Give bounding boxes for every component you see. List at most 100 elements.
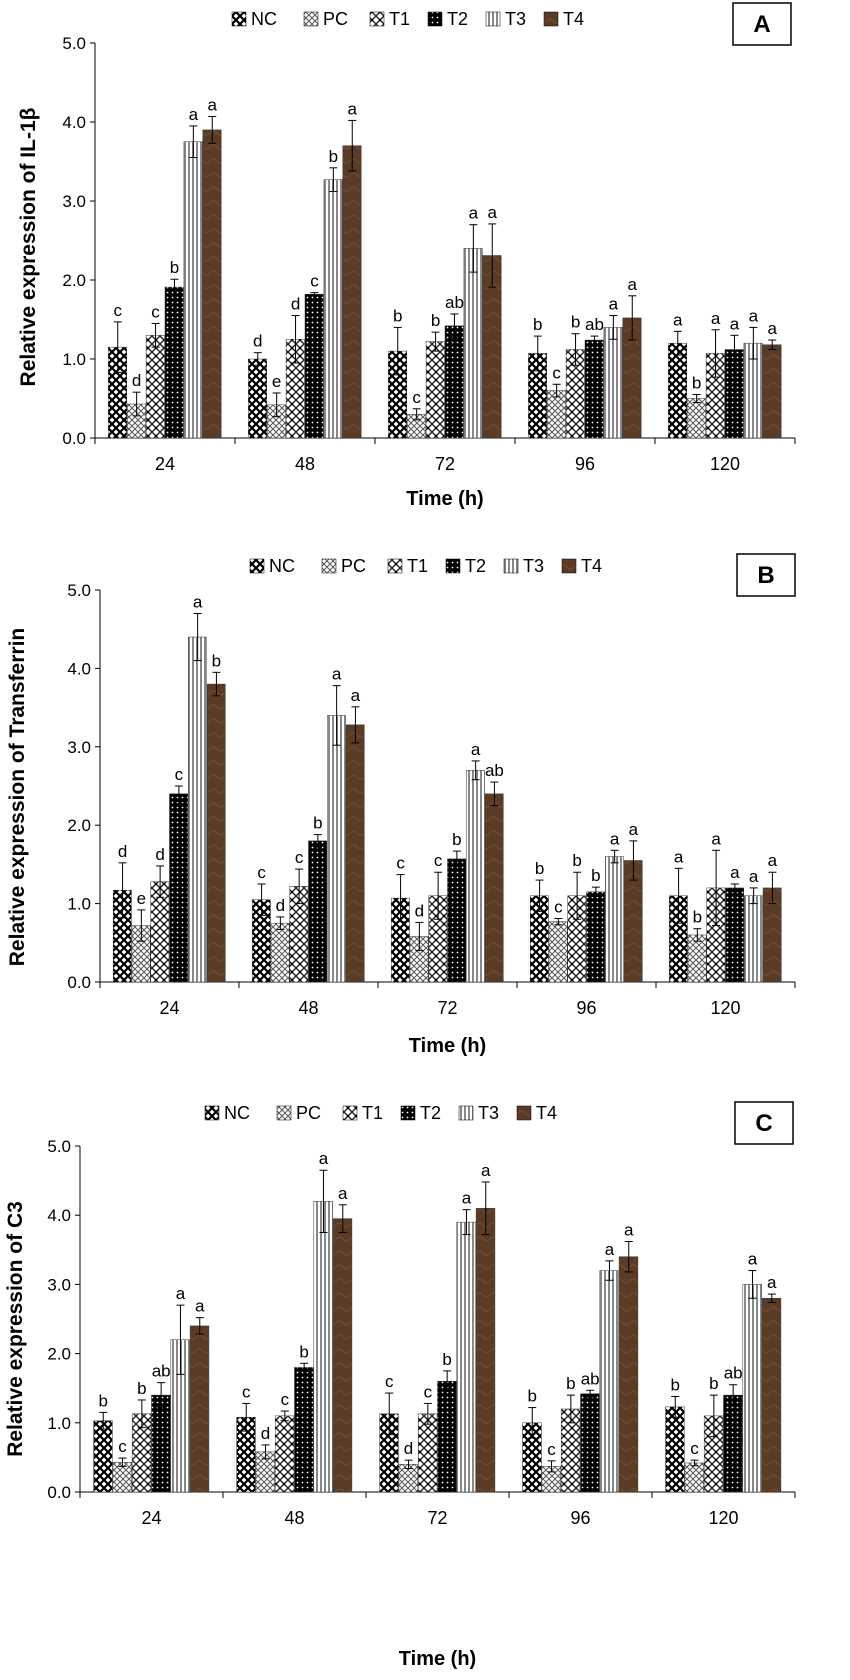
significance-letter: a bbox=[319, 1149, 329, 1168]
legend-label-nc: NC bbox=[224, 1103, 250, 1123]
bar-pc-120 bbox=[684, 1462, 704, 1493]
bar-t1-24 bbox=[145, 335, 165, 439]
y-tick-label: 0.0 bbox=[62, 429, 86, 448]
significance-letter: b bbox=[528, 1387, 537, 1406]
x-tick-label: 120 bbox=[710, 454, 740, 474]
x-tick-label: 120 bbox=[708, 1508, 738, 1528]
significance-letter: c bbox=[554, 897, 563, 916]
legend: NC PC T1 T2 T3 T4 bbox=[249, 556, 602, 576]
significance-letter: d bbox=[291, 295, 300, 314]
significance-letter: a bbox=[481, 1161, 491, 1180]
significance-letter: c bbox=[547, 1440, 556, 1459]
legend-label-pc: PC bbox=[296, 1103, 321, 1123]
legend-label-t2: T2 bbox=[447, 9, 468, 29]
significance-letter: c bbox=[175, 765, 184, 784]
bar-pc-48 bbox=[270, 922, 290, 983]
significance-letter: a bbox=[711, 309, 721, 328]
significance-letter: ab bbox=[152, 1362, 171, 1381]
panel-label-box bbox=[734, 1101, 794, 1145]
bar-t4-120 bbox=[762, 344, 782, 439]
legend-label-t2: T2 bbox=[420, 1103, 441, 1123]
significance-letter: a bbox=[471, 740, 481, 759]
y-tick-label: 0.0 bbox=[47, 1483, 71, 1502]
legend-swatch-t1 bbox=[369, 11, 385, 27]
legend-swatch-t3 bbox=[485, 11, 501, 27]
significance-letter: d bbox=[404, 1439, 413, 1458]
significance-letter: c bbox=[552, 363, 561, 382]
significance-letter: a bbox=[610, 829, 620, 848]
significance-letter: d bbox=[261, 1424, 270, 1443]
legend-label-t1: T1 bbox=[389, 9, 410, 29]
y-axis-title: Relative expression of IL-1β bbox=[17, 107, 40, 386]
significance-letter: b bbox=[709, 1374, 718, 1393]
significance-letter: a bbox=[624, 1220, 634, 1239]
x-tick-label: 24 bbox=[155, 454, 175, 474]
bar-t2-72 bbox=[437, 1381, 457, 1493]
significance-letter: b bbox=[692, 374, 701, 393]
bar-t4-24 bbox=[189, 1325, 210, 1493]
significance-letter: a bbox=[176, 1284, 186, 1303]
bar-pc-120 bbox=[686, 398, 706, 439]
y-tick-label: 2.0 bbox=[67, 816, 91, 835]
significance-letter: e bbox=[272, 372, 281, 391]
significance-letter: c bbox=[295, 848, 304, 867]
bar-t2-24 bbox=[164, 286, 184, 439]
significance-letter: c bbox=[118, 1437, 127, 1456]
legend-label-t4: T4 bbox=[536, 1103, 557, 1123]
legend-label-nc: NC bbox=[269, 556, 295, 576]
bar-pc-96 bbox=[548, 921, 568, 983]
bar-t2-96 bbox=[584, 339, 604, 439]
legend-swatch-pc bbox=[321, 558, 337, 574]
significance-letter: ab bbox=[724, 1364, 743, 1383]
y-tick-label: 0.0 bbox=[67, 973, 91, 992]
significance-letter: c bbox=[242, 1382, 251, 1401]
bar-t3-120 bbox=[744, 895, 763, 983]
bar-t3-24 bbox=[188, 636, 207, 983]
significance-letter: a bbox=[193, 593, 203, 612]
significance-letter: c bbox=[114, 301, 123, 320]
bar-t3-72 bbox=[463, 248, 483, 439]
legend-swatch-nc bbox=[204, 1105, 220, 1121]
y-tick-label: 5.0 bbox=[67, 581, 91, 600]
legend-label-t3: T3 bbox=[523, 556, 544, 576]
bar-t3-48 bbox=[327, 715, 346, 983]
bar-pc-96 bbox=[546, 390, 566, 439]
panel-label: B bbox=[757, 562, 774, 589]
significance-letter: b bbox=[99, 1391, 108, 1410]
significance-letter: d bbox=[253, 332, 262, 351]
y-tick-label: 2.0 bbox=[62, 271, 86, 290]
bar-t3-96 bbox=[605, 856, 624, 983]
legend-swatch-pc bbox=[303, 11, 319, 27]
significance-letter: a bbox=[348, 99, 358, 118]
y-tick-label: 4.0 bbox=[62, 113, 86, 132]
significance-letter: c bbox=[281, 1390, 290, 1409]
bar-t3-48 bbox=[313, 1201, 333, 1493]
bar-t3-96 bbox=[603, 327, 623, 439]
x-tick-label: 48 bbox=[284, 1508, 304, 1528]
significance-letter: b bbox=[431, 311, 440, 330]
bar-t1-72 bbox=[425, 341, 445, 439]
bar-t4-96 bbox=[618, 1256, 639, 1493]
legend-swatch-pc bbox=[276, 1105, 292, 1121]
bar-t1-48 bbox=[274, 1415, 295, 1493]
panel-label: A bbox=[753, 11, 770, 38]
bar-t4-24 bbox=[206, 683, 226, 983]
x-axis-title: Time (h) bbox=[406, 488, 483, 510]
significance-letter: a bbox=[462, 1189, 472, 1208]
bar-nc-120 bbox=[665, 1406, 685, 1493]
significance-letter: e bbox=[137, 889, 146, 908]
legend-label-t4: T4 bbox=[563, 9, 584, 29]
significance-letter: a bbox=[748, 1250, 758, 1269]
bar-t2-24 bbox=[151, 1394, 171, 1493]
legend-swatch-t4 bbox=[561, 558, 577, 574]
significance-letter: ab bbox=[485, 761, 504, 780]
bar-t4-48 bbox=[342, 145, 362, 439]
significance-letter: a bbox=[768, 851, 778, 870]
y-tick-label: 3.0 bbox=[47, 1275, 71, 1294]
bar-t4-48 bbox=[345, 724, 365, 983]
bar-t2-96 bbox=[586, 891, 606, 983]
significance-letter: a bbox=[488, 203, 498, 222]
legend-label-pc: PC bbox=[323, 9, 348, 29]
significance-letter: a bbox=[673, 310, 683, 329]
